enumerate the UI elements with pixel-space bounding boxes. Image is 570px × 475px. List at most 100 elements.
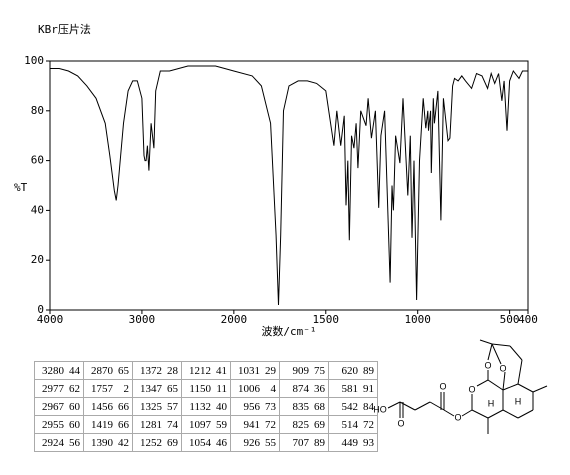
y-tick-label: 20 bbox=[31, 253, 44, 266]
table-cell: 874 36 bbox=[279, 379, 329, 398]
table-cell: 1347 65 bbox=[132, 379, 182, 398]
table-row: 2955 60 1419 66 1281 74 1097 59 941 72 825 69 514 72 bbox=[34, 415, 378, 434]
y-axis-label: %T bbox=[14, 181, 28, 194]
transmittance: 68 bbox=[314, 400, 325, 413]
transmittance: 93 bbox=[363, 436, 374, 449]
atom-label: H bbox=[488, 398, 495, 408]
table-cell: 1372 28 bbox=[132, 361, 182, 380]
transmittance: 74 bbox=[167, 418, 178, 431]
x-tick-label: 500 bbox=[500, 313, 520, 326]
wavenumber: 620 bbox=[341, 364, 359, 377]
transmittance: 72 bbox=[265, 418, 276, 431]
table-cell: 2955 60 bbox=[34, 415, 84, 434]
wavenumber: 707 bbox=[292, 436, 310, 449]
wavenumber: 1390 bbox=[91, 436, 113, 449]
table-cell: 707 89 bbox=[279, 433, 329, 452]
table-cell: 1281 74 bbox=[132, 415, 182, 434]
table-cell: 1757 2 bbox=[83, 379, 133, 398]
table-cell: 941 72 bbox=[230, 415, 280, 434]
atom-label: H bbox=[515, 396, 522, 406]
chart: KBr压片法 %T 波数/cm⁻¹ 0 20 40 60 80 100 4000 3000 20… bbox=[14, 22, 538, 338]
wavenumber: 835 bbox=[292, 400, 310, 413]
bonds bbox=[387, 339, 548, 434]
wavenumber: 1419 bbox=[91, 418, 113, 431]
wavenumber: 1054 bbox=[189, 436, 211, 449]
table-row: 2924 56 1390 42 1252 69 1054 46 926 55 707 89 449 93 bbox=[34, 433, 378, 452]
x-tick-label: 2000 bbox=[221, 313, 248, 326]
transmittance: 62 bbox=[69, 382, 80, 395]
transmittance: 91 bbox=[363, 382, 374, 395]
transmittance: 36 bbox=[314, 382, 325, 395]
x-tick-label: 1500 bbox=[313, 313, 340, 326]
transmittance: 66 bbox=[118, 400, 129, 413]
table-cell: 1456 66 bbox=[83, 397, 133, 416]
y-tick-label: 60 bbox=[31, 154, 44, 167]
transmittance: 29 bbox=[265, 364, 276, 377]
wavenumber: 3280 bbox=[42, 364, 64, 377]
chart-title: KBr压片法 bbox=[38, 22, 91, 36]
wavenumber: 1757 bbox=[91, 382, 113, 395]
transmittance: 60 bbox=[69, 400, 80, 413]
table-row: 2977 62 1757 2 1347 65 1150 11 1006 4 874 36 581 91 bbox=[34, 379, 378, 398]
table-cell: 2870 65 bbox=[83, 361, 133, 380]
wavenumber: 514 bbox=[341, 418, 359, 431]
wavenumber: 1281 bbox=[140, 418, 162, 431]
wavenumber: 1031 bbox=[238, 364, 260, 377]
y-tick-label: 0 bbox=[37, 303, 44, 316]
wavenumber: 2870 bbox=[91, 364, 113, 377]
x-axis-label: 波数/cm⁻¹ bbox=[261, 325, 316, 338]
table-cell: 1150 11 bbox=[181, 379, 231, 398]
plot-frame bbox=[49, 60, 529, 311]
table-cell: 1212 41 bbox=[181, 361, 231, 380]
transmittance: 89 bbox=[314, 436, 325, 449]
structure: HO O O O O O O H H bbox=[373, 339, 548, 434]
wavenumber: 1456 bbox=[91, 400, 113, 413]
wavenumber: 449 bbox=[341, 436, 359, 449]
wavenumber: 956 bbox=[243, 400, 261, 413]
transmittance: 11 bbox=[216, 382, 227, 395]
x-tick-label: 4000 bbox=[37, 313, 64, 326]
transmittance: 69 bbox=[167, 436, 178, 449]
x-tick-label: 400 bbox=[518, 313, 538, 326]
wavenumber: 2977 bbox=[42, 382, 64, 395]
transmittance: 2 bbox=[123, 382, 130, 395]
atom-label: O bbox=[439, 381, 446, 391]
wavenumber: 941 bbox=[243, 418, 261, 431]
table-cell: 1252 69 bbox=[132, 433, 182, 452]
transmittance: 89 bbox=[363, 364, 374, 377]
atom-label: O bbox=[454, 412, 461, 422]
wavenumber: 1006 bbox=[238, 382, 260, 395]
table-cell: 1031 29 bbox=[230, 361, 280, 380]
wavenumber: 1347 bbox=[140, 382, 162, 395]
wavenumber: 1372 bbox=[140, 364, 162, 377]
atom-label: O bbox=[499, 363, 506, 373]
table-cell: 835 68 bbox=[279, 397, 329, 416]
table-cell: 2924 56 bbox=[34, 433, 84, 452]
transmittance: 66 bbox=[118, 418, 129, 431]
transmittance: 55 bbox=[265, 436, 276, 449]
spectrum-line bbox=[50, 65, 528, 306]
transmittance: 40 bbox=[216, 400, 227, 413]
wavenumber: 2955 bbox=[42, 418, 64, 431]
transmittance: 42 bbox=[118, 436, 129, 449]
wavenumber: 1097 bbox=[189, 418, 211, 431]
transmittance: 57 bbox=[167, 400, 178, 413]
table-cell: 1006 4 bbox=[230, 379, 280, 398]
wavenumber: 909 bbox=[292, 364, 310, 377]
table-cell: 620 89 bbox=[328, 361, 378, 380]
wavenumber: 825 bbox=[292, 418, 310, 431]
transmittance: 75 bbox=[314, 364, 325, 377]
table-cell: 1419 66 bbox=[83, 415, 133, 434]
atom-label: O bbox=[484, 360, 491, 370]
table-cell: 449 93 bbox=[328, 433, 378, 452]
wavenumber: 1212 bbox=[189, 364, 211, 377]
atom-label: O bbox=[468, 384, 475, 394]
transmittance: 72 bbox=[363, 418, 374, 431]
transmittance: 41 bbox=[216, 364, 227, 377]
transmittance: 46 bbox=[216, 436, 227, 449]
transmittance: 4 bbox=[270, 382, 277, 395]
table-row: 3280 44 2870 65 1372 28 1212 41 1031 29 909 75 620 89 bbox=[34, 361, 378, 380]
atom-label: HO bbox=[373, 404, 387, 414]
table-cell: 909 75 bbox=[279, 361, 329, 380]
